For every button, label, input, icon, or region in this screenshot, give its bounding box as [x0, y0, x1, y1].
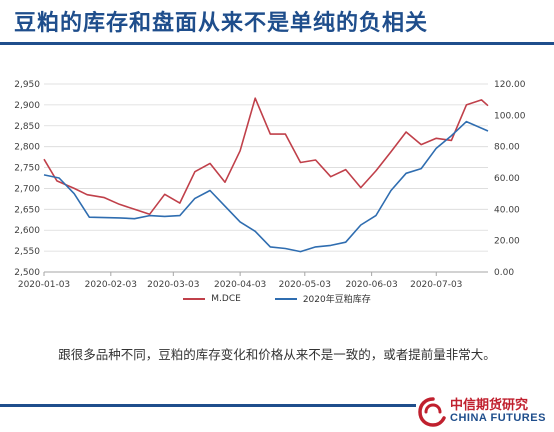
- chart-caption: 跟很多品种不同，豆粕的库存变化和价格从来不是一致的，或者提前量非常大。: [58, 347, 496, 362]
- legend-label-price: M.DCE: [211, 293, 241, 304]
- brand-logo-block: 中信期货研究 CHINA FUTURES: [416, 394, 546, 430]
- y-left-tick-label: 2,650: [14, 205, 40, 215]
- y-left-tick-label: 2,700: [14, 184, 40, 194]
- y-left-tick-label: 2,750: [14, 164, 40, 174]
- x-tick-label: 2020-05-03: [279, 280, 331, 290]
- series-line-stock: [43, 120, 489, 253]
- x-tick-label: 2020-01-03: [18, 280, 70, 290]
- brand-logo-icon: [418, 397, 446, 427]
- y-left-tick-label: 2,800: [14, 143, 40, 153]
- y-left-tick-label: 2,500: [14, 268, 40, 278]
- slide-title: 豆粕的库存和盘面从来不是单纯的负相关: [14, 11, 429, 36]
- y-right-tick-label: 0.00: [494, 268, 514, 278]
- x-tick-label: 2020-04-03: [214, 280, 266, 290]
- y-left-tick-label: 2,950: [14, 80, 40, 90]
- footer-divider: [0, 404, 416, 407]
- y-left-tick-label: 2,600: [14, 226, 40, 236]
- y-right-tick-label: 40.00: [494, 205, 520, 215]
- y-right-tick-label: 20.00: [494, 237, 520, 247]
- brand-name-cn: 中信期货研究: [450, 398, 529, 413]
- chart-legend: M.DCE 2020年豆粕库存: [0, 292, 554, 305]
- legend-label-stock: 2020年豆粕库存: [302, 295, 371, 305]
- legend-swatch-stock: [274, 297, 297, 300]
- x-tick-label: 2020-07-03: [410, 280, 462, 290]
- y-right-tick-label: 120.00: [494, 80, 526, 90]
- y-right-tick-label: 80.00: [494, 143, 520, 153]
- x-tick-label: 2020-02-03: [85, 280, 137, 290]
- legend-item-price: M.DCE: [183, 292, 241, 305]
- x-tick-label: 2020-03-03: [147, 280, 199, 290]
- x-tick-label: 2020-06-03: [345, 280, 397, 290]
- chart-area: 2,500 2,550 2,600 2,650 2,700 2,750 2,800 2,850…: [0, 70, 554, 320]
- legend-item-stock: 2020年豆粕库存: [274, 292, 371, 305]
- y-left-tick-label: 2,900: [14, 101, 40, 111]
- y-right-tick-label: 60.00: [494, 174, 520, 184]
- y-right-tick-label: 100.00: [494, 111, 526, 121]
- title-divider: [0, 42, 554, 45]
- legend-swatch-price: [183, 297, 206, 300]
- brand-name-en: CHINA FUTURES: [450, 412, 546, 424]
- y-left-tick-label: 2,550: [14, 247, 40, 257]
- series-line-price: [43, 97, 489, 216]
- line-chart: 2,500 2,550 2,600 2,650 2,700 2,750 2,800 2,850…: [14, 80, 526, 290]
- y-left-tick-label: 2,850: [14, 122, 40, 132]
